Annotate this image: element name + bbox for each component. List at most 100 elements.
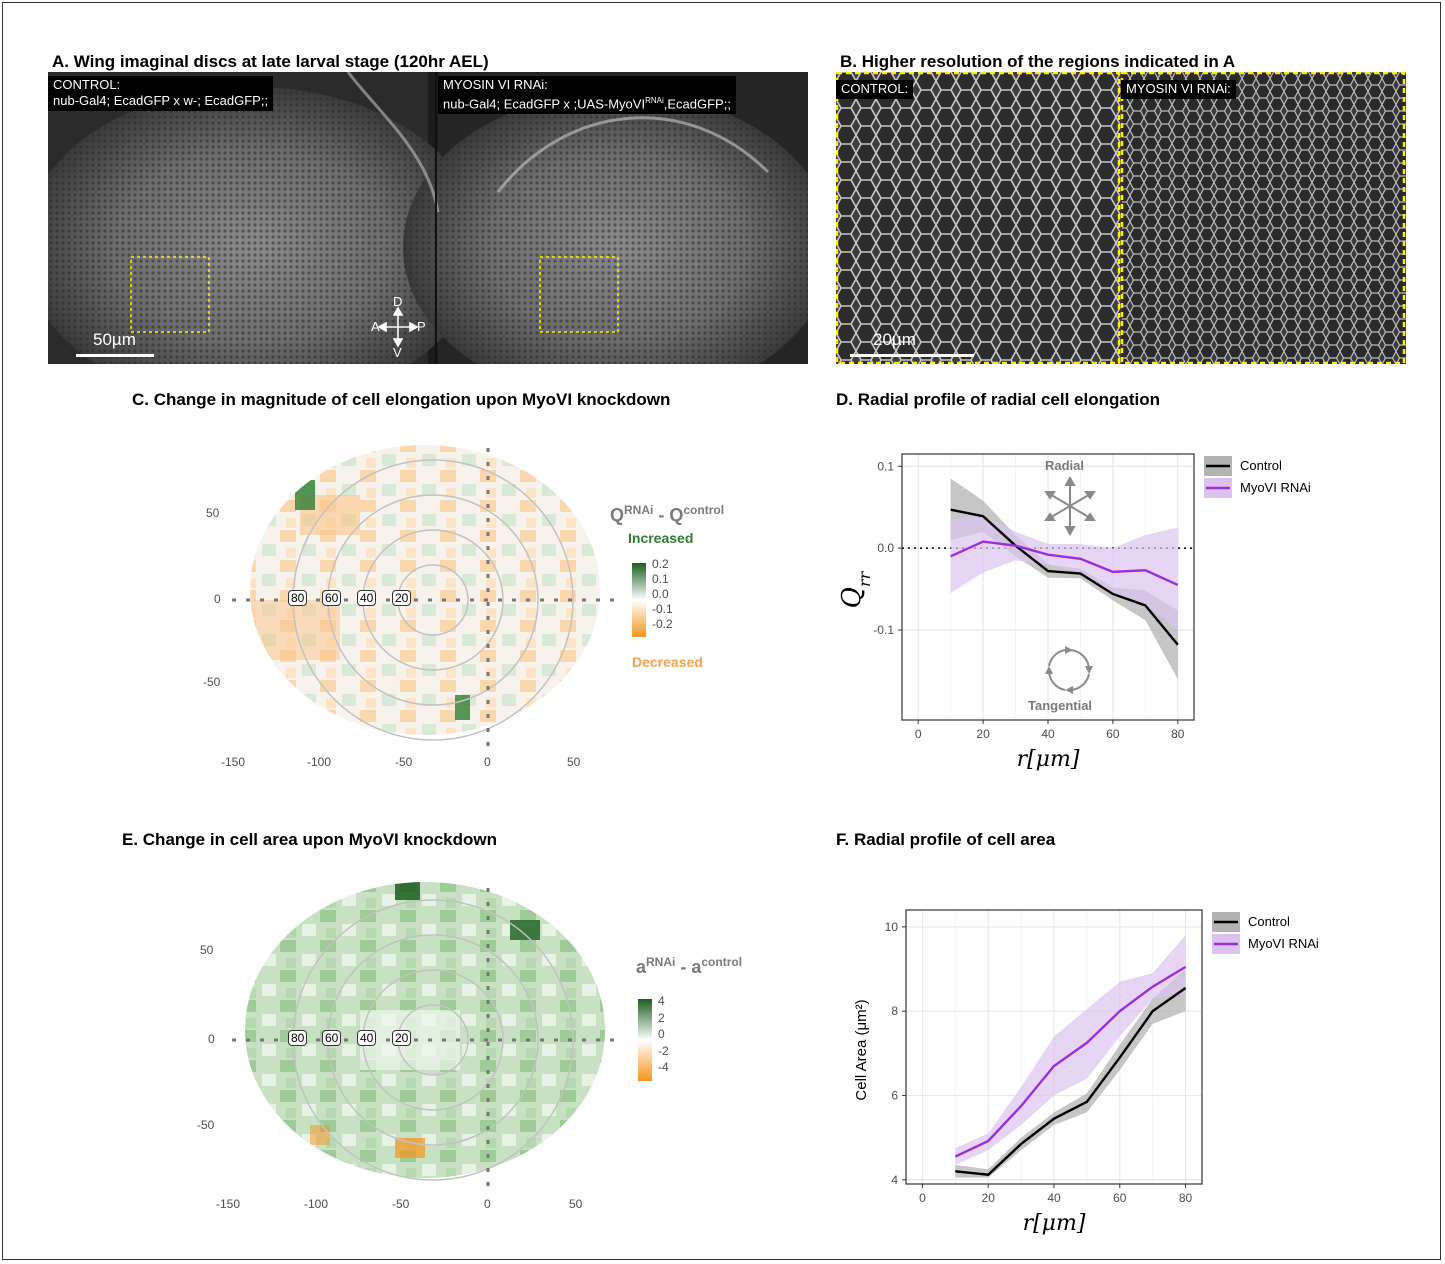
high-res-image xyxy=(836,72,1406,364)
d-x-tick-80: 80 xyxy=(1171,727,1185,741)
e-ring-label-60: 60 xyxy=(322,1030,342,1046)
roi-box-control xyxy=(130,256,210,333)
elongation-heatmap xyxy=(232,445,620,750)
d-y-tick-0: 0.1 xyxy=(877,459,894,473)
ring-label-60: 60 xyxy=(322,590,342,606)
f-x-tick-60: 60 xyxy=(1113,1191,1127,1205)
axis-a-label: A xyxy=(371,319,380,334)
high-res-micrograph: CONTROL: MYOSIN VI RNAi: 20µm xyxy=(836,72,1406,364)
scalebar-b-label: 20µm xyxy=(873,330,916,349)
ring-label-80: 80 xyxy=(288,590,308,606)
c-axes-overlay: 80 60 40 20 xyxy=(200,440,630,780)
f-y-tick-3: 10 xyxy=(885,920,899,934)
scalebar-b xyxy=(850,354,974,357)
e-ring-label-80: 80 xyxy=(288,1030,308,1046)
c-x-tick-neg50: -50 xyxy=(395,755,413,769)
e-x-tick-neg100: -100 xyxy=(304,1197,329,1211)
roi-box-rnai xyxy=(539,256,619,333)
c-colorbar-ticks: 0.2 0.1 0.0 -0.1 -0.2 xyxy=(652,557,673,631)
axis-v-label: V xyxy=(393,345,402,360)
wing-disc-micrograph: D V A P CONTROL: nub-Gal4; EcadGFP x w-;… xyxy=(48,72,808,364)
tangential-label: Tangential xyxy=(1028,698,1093,713)
c-x-tick-0: 0 xyxy=(484,755,491,769)
e-ring-label-40: 40 xyxy=(357,1030,377,1046)
area-heatmap xyxy=(232,882,620,1195)
ring-label-40: 40 xyxy=(357,590,377,606)
orientation-compass-icon xyxy=(377,306,419,348)
c-x-tick-50: 50 xyxy=(567,755,581,769)
panel-a-title: A. Wing imaginal discs at late larval st… xyxy=(52,52,489,71)
panel-e-title: E. Change in cell area upon MyoVI knockd… xyxy=(122,830,498,849)
e-colorbar xyxy=(638,999,652,1081)
d-x-tick-0: 0 xyxy=(915,727,922,741)
panel-c-title: C. Change in magnitude of cell elongatio… xyxy=(132,390,671,409)
scalebar-a-label: 50µm xyxy=(93,330,136,349)
f-y-tick-1: 6 xyxy=(891,1088,898,1102)
e-x-tick-50: 50 xyxy=(569,1197,583,1211)
panel-d-title: D. Radial profile of radial cell elongat… xyxy=(836,390,1160,409)
d-legend-label-1: MyoVI RNAi xyxy=(1240,480,1311,495)
f-x-tick-20: 20 xyxy=(982,1191,996,1205)
panel-f-title: F. Radial profile of cell area xyxy=(836,830,1056,849)
d-series-line-1 xyxy=(950,540,1179,587)
e-legend-title: aRNAi - acontrol xyxy=(636,955,743,977)
f-series-line-0 xyxy=(955,987,1187,1176)
f-band-1 xyxy=(955,935,1186,1166)
tangential-arrows-icon xyxy=(1045,646,1093,694)
e-y-tick-0: 0 xyxy=(208,1032,215,1046)
d-x-tick-40: 40 xyxy=(1041,727,1055,741)
c-legend-increased: Increased xyxy=(628,530,694,546)
radial-arrows-icon xyxy=(1044,475,1096,537)
chart-d: 0 20 40 60 80 0.1 0.0 -0.1 Control MyoVI RNAi r[μm… xyxy=(837,453,1311,772)
f-x-axis-label: r[μm] xyxy=(1023,1211,1086,1236)
d-frame xyxy=(901,453,1195,721)
e-y-tick-neg50: -50 xyxy=(197,1118,215,1132)
c-y-tick-0: 0 xyxy=(214,592,221,606)
axis-d-label: D xyxy=(393,294,403,309)
c-legend-title: QRNAi - Qcontrol xyxy=(610,503,725,525)
c-colorbar xyxy=(632,563,646,637)
area-radius-rings xyxy=(292,899,574,1181)
panel-b-title: B. Higher resolution of the regions indi… xyxy=(840,52,1236,71)
d-legend-label-0: Control xyxy=(1240,458,1282,473)
f-series-line-1 xyxy=(954,965,1187,1158)
e-y-tick-50: 50 xyxy=(200,943,214,957)
f-x-tick-0: 0 xyxy=(919,1191,926,1205)
ring-label-20: 20 xyxy=(392,590,412,606)
f-frame xyxy=(905,909,1203,1185)
e-x-tick-0: 0 xyxy=(484,1197,491,1211)
f-legend-label-1: MyoVI RNAi xyxy=(1248,936,1319,951)
e-ring-label-20: 20 xyxy=(392,1030,412,1046)
c-y-tick-50: 50 xyxy=(206,506,220,520)
rnai-genotype-label: MYOSIN VI RNAi: nub-Gal4; EcadGFP x ;UAS… xyxy=(438,76,736,115)
radial-label: Radial xyxy=(1045,458,1085,473)
b-control-label: CONTROL: xyxy=(836,80,914,99)
e-x-tick-neg50: -50 xyxy=(392,1197,410,1211)
chart-f: 0 20 40 60 80 4 6 8 10 Control MyoVI RNAi r[μm] Cell… xyxy=(853,909,1319,1236)
scalebar-a xyxy=(76,354,154,357)
d-series-line-0 xyxy=(950,508,1179,646)
d-y-tick-1: 0.0 xyxy=(877,541,894,555)
d-x-tick-60: 60 xyxy=(1106,727,1120,741)
c-x-tick-neg150: -150 xyxy=(221,755,246,769)
e-x-tick-neg150: -150 xyxy=(216,1197,241,1211)
axis-p-label: P xyxy=(417,319,426,334)
wing-disc-image xyxy=(48,72,808,364)
f-legend-label-0: Control xyxy=(1248,914,1290,929)
c-x-tick-neg100: -100 xyxy=(307,755,332,769)
c-y-tick-neg50: -50 xyxy=(203,675,221,689)
f-y-tick-0: 4 xyxy=(891,1173,898,1187)
f-y-axis-label: Cell Area (μm²) xyxy=(853,999,870,1100)
f-x-tick-40: 40 xyxy=(1047,1191,1061,1205)
f-x-tick-80: 80 xyxy=(1179,1191,1193,1205)
d-y-tick-2: -0.1 xyxy=(873,623,894,637)
c-legend-decreased: Decreased xyxy=(632,654,703,670)
control-genotype-label: CONTROL: nub-Gal4; EcadGFP x w-; EcadGFP… xyxy=(48,76,274,111)
e-colorbar-ticks: 4 2 0 -2 -4 xyxy=(658,994,669,1074)
b-rnai-label: MYOSIN VI RNAi: xyxy=(1121,80,1236,99)
d-x-tick-20: 20 xyxy=(976,727,990,741)
d-y-axis-label: Qrr xyxy=(837,570,874,608)
f-y-tick-2: 8 xyxy=(891,1004,898,1018)
d-x-axis-label: r[μm] xyxy=(1017,747,1080,772)
